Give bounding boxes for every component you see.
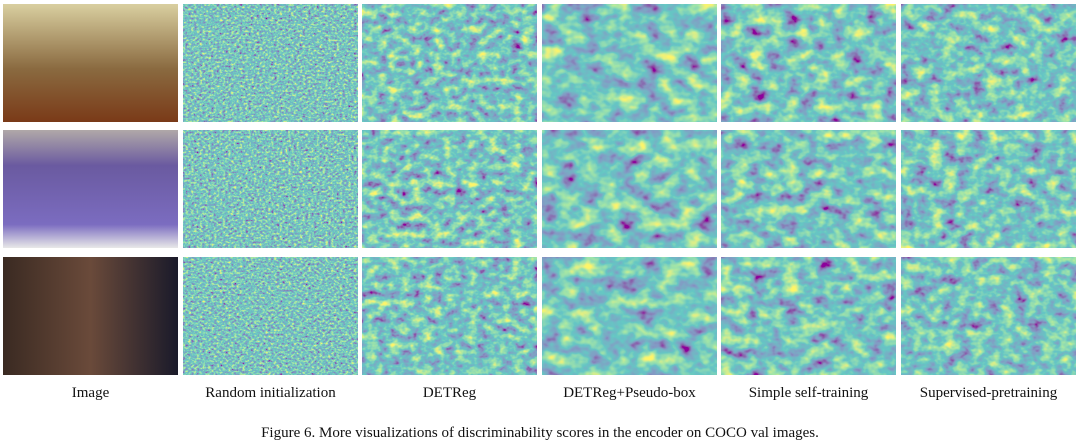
heatmap bbox=[901, 257, 1076, 375]
heatmap bbox=[362, 130, 537, 248]
heatmap bbox=[183, 257, 358, 375]
heatmap bbox=[362, 257, 537, 375]
heatmap bbox=[901, 4, 1076, 122]
heatmap bbox=[721, 257, 896, 375]
image-grid bbox=[3, 4, 1076, 375]
column-label: DETReg bbox=[423, 385, 477, 401]
heatmap bbox=[542, 130, 717, 248]
column-label: Simple self-training bbox=[749, 385, 869, 401]
column-label: Image bbox=[72, 385, 110, 401]
photo bbox=[3, 4, 178, 122]
column-label: DETReg+Pseudo-box bbox=[563, 385, 696, 401]
column-label: Supervised-pretraining bbox=[920, 385, 1058, 401]
heatmap bbox=[721, 130, 896, 248]
heatmap bbox=[362, 4, 537, 122]
caption: Figure 6. More visualizations of discrim… bbox=[261, 425, 819, 441]
heatmap bbox=[542, 257, 717, 375]
photo bbox=[3, 257, 178, 375]
heatmap bbox=[901, 130, 1076, 248]
column-labels: Image Random initialization DETReg DETReg+P… bbox=[72, 385, 1058, 401]
photo bbox=[3, 130, 178, 248]
heatmap bbox=[183, 4, 358, 122]
heatmap bbox=[542, 4, 717, 122]
heatmap bbox=[721, 4, 896, 122]
column-label: Random initialization bbox=[205, 385, 336, 401]
heatmap bbox=[183, 130, 358, 248]
